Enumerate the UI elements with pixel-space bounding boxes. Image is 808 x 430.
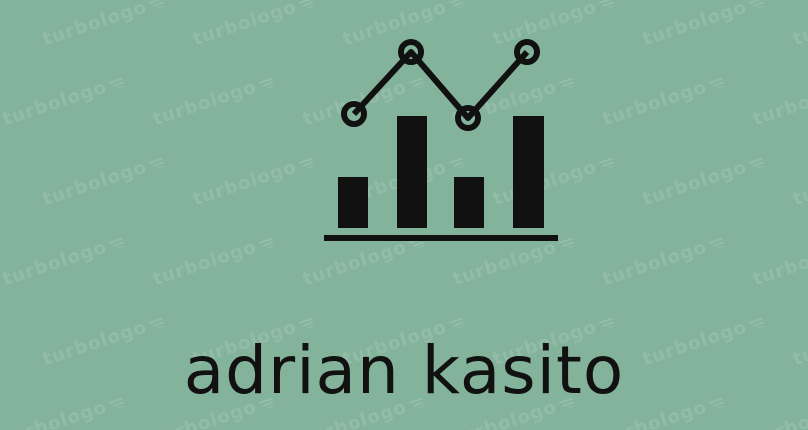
watermark-text: turbologo bbox=[750, 231, 808, 290]
watermark-label: turbologo bbox=[150, 76, 260, 130]
watermark-mark-icon bbox=[108, 76, 126, 91]
watermark-text: turbologo bbox=[150, 231, 277, 290]
watermark-label: turbologo bbox=[600, 236, 710, 290]
watermark-mark-icon bbox=[258, 236, 276, 251]
watermark-mark-icon bbox=[748, 0, 766, 11]
watermark-mark-icon bbox=[598, 156, 616, 171]
watermark-mark-icon bbox=[148, 156, 166, 171]
chart-bar-3 bbox=[454, 177, 484, 228]
watermark-mark-icon bbox=[298, 156, 316, 171]
chart-point-4 bbox=[514, 39, 540, 65]
watermark-mark-icon bbox=[108, 236, 126, 251]
chart-bar-1 bbox=[338, 177, 368, 228]
chart-point-3 bbox=[455, 105, 481, 131]
watermark-label: turbologo bbox=[640, 0, 750, 50]
watermark-label: turbologo bbox=[0, 236, 110, 290]
chart-baseline bbox=[324, 235, 558, 241]
chart-trend-points bbox=[341, 39, 540, 131]
watermark-label: turbologo bbox=[190, 0, 300, 50]
chart-point-2 bbox=[398, 39, 424, 65]
watermark-text: turbologo bbox=[0, 71, 127, 130]
watermark-text: turbologo bbox=[640, 0, 767, 50]
watermark-label: turbologo bbox=[640, 156, 750, 210]
watermark-mark-icon bbox=[708, 236, 726, 251]
watermark-text: turbologo bbox=[0, 231, 127, 290]
watermark-mark-icon bbox=[708, 76, 726, 91]
chart-trend-line bbox=[351, 49, 530, 121]
watermark-text: turbologo bbox=[40, 0, 167, 50]
watermark-mark-icon bbox=[598, 0, 616, 11]
watermark-label: turbologo bbox=[600, 76, 710, 130]
watermark-text: turbologo bbox=[790, 0, 808, 50]
watermark-mark-icon bbox=[448, 0, 466, 11]
chart-point-1 bbox=[341, 101, 367, 127]
watermark-mark-icon bbox=[748, 156, 766, 171]
watermark-label: turbologo bbox=[0, 76, 110, 130]
chart-bar-2 bbox=[397, 116, 427, 228]
bar-line-chart-icon bbox=[324, 39, 558, 241]
watermark-text: turbologo bbox=[40, 151, 167, 210]
watermark-text: turbologo bbox=[600, 71, 727, 130]
watermark-text: turbologo bbox=[640, 151, 767, 210]
watermark-label: turbologo bbox=[750, 236, 808, 290]
watermark-mark-icon bbox=[258, 76, 276, 91]
watermark-label: turbologo bbox=[190, 156, 300, 210]
brand-name: adrian kasito bbox=[183, 332, 625, 409]
watermark-text: turbologo bbox=[750, 71, 808, 130]
watermark-text: turbologo bbox=[600, 231, 727, 290]
watermark-text: turbologo bbox=[790, 151, 808, 210]
chart-bars bbox=[338, 116, 544, 228]
watermark-label: turbologo bbox=[40, 0, 150, 50]
watermark-label: turbologo bbox=[150, 236, 260, 290]
watermark-label: turbologo bbox=[790, 156, 808, 210]
watermark-label: turbologo bbox=[750, 76, 808, 130]
watermark-text: turbologo bbox=[190, 0, 317, 50]
watermark-label: turbologo bbox=[40, 156, 150, 210]
watermark-label: turbologo bbox=[790, 0, 808, 50]
watermark-mark-icon bbox=[148, 0, 166, 11]
watermark-text: turbologo bbox=[190, 151, 317, 210]
watermark-text: turbologo bbox=[150, 71, 277, 130]
chart-bar-4 bbox=[513, 116, 544, 228]
watermark-mark-icon bbox=[298, 0, 316, 11]
